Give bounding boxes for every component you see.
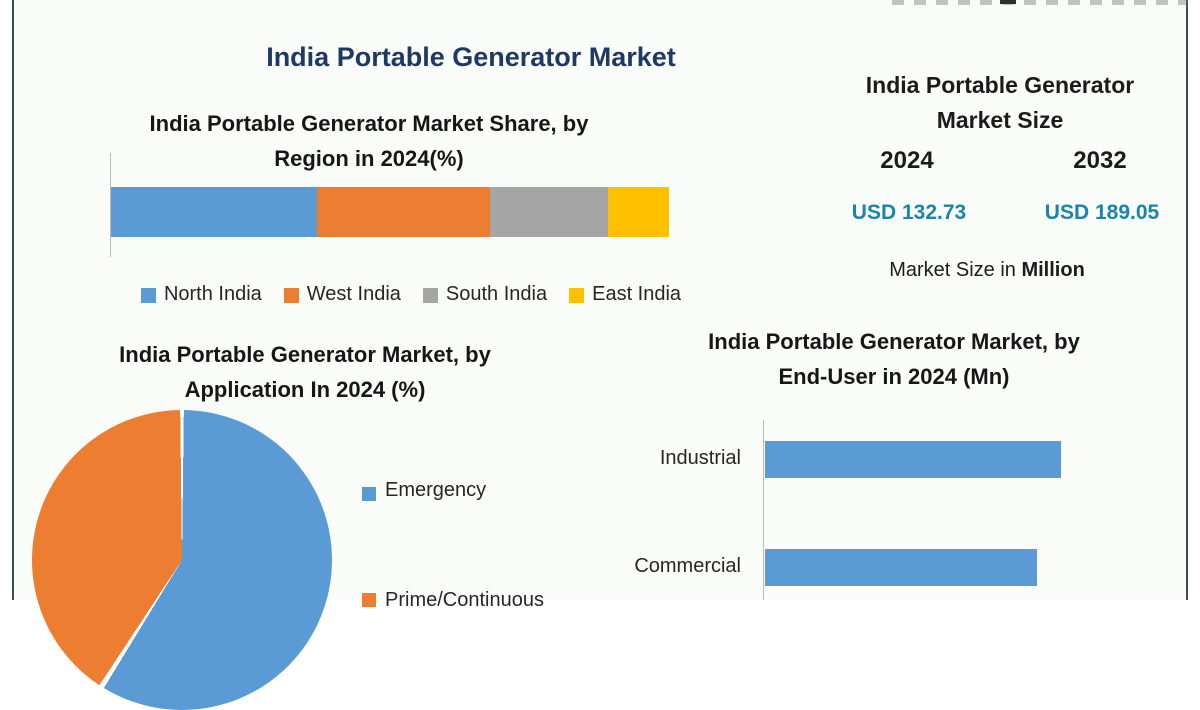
market-size-start-year: 2024: [880, 147, 934, 174]
region-legend: North India West India South India East Ind…: [111, 283, 711, 306]
enduser-label-commercial: Commercial: [634, 555, 741, 577]
pie-legend-marker-emergency: [362, 487, 376, 501]
region-chart-title-line2: Region in 2024(%): [274, 146, 464, 171]
region-bar-segment-east-india: [607, 187, 669, 237]
region-bar-segment-north-india: [111, 187, 318, 237]
market-size-start-value: USD 132.73: [851, 201, 967, 224]
region-chart-title-line1: India Portable Generator Market Share, b…: [149, 111, 589, 136]
market-size-footnote-unit: Million: [1021, 259, 1085, 281]
enduser-bar-industrial: [765, 441, 1061, 478]
region-stacked-bar: [111, 187, 669, 237]
market-size-end-year: 2032: [1073, 147, 1127, 174]
legend-label-south-india: South India: [445, 283, 548, 305]
application-chart-title-line1: India Portable Generator Market, by: [119, 342, 491, 367]
market-size-title-line1: India Portable Generator: [865, 72, 1135, 98]
legend-marker-south-india: [422, 288, 438, 303]
enduser-chart-axis: [763, 420, 764, 600]
market-size-title: India Portable Generator Market Size: [844, 68, 1156, 138]
page-title: India Portable Generator Market: [266, 42, 676, 72]
cropped-text-remnant-dash: [1000, 0, 1016, 4]
pie-legend-label-emergency: Emergency: [385, 479, 487, 501]
market-size-end-value: USD 189.05: [1044, 201, 1160, 224]
flyer-panel: India Portable Generator Market India Po…: [12, 0, 1188, 710]
market-size-title-line2: Market Size: [936, 107, 1064, 133]
legend-marker-north-india: [140, 288, 156, 303]
enduser-chart-title: India Portable Generator Market, by End-…: [654, 324, 1134, 394]
application-chart-title: India Portable Generator Market, by Appl…: [54, 337, 556, 407]
legend-marker-east-india: [569, 288, 585, 303]
legend-label-west-india: West India: [306, 283, 401, 305]
enduser-chart-title-line2: End-User in 2024 (Mn): [778, 364, 1010, 389]
legend-item-south-india: South India: [422, 283, 548, 306]
legend-label-north-india: North India: [163, 283, 262, 305]
region-chart-axis: [110, 153, 111, 257]
region-bar-segment-west-india: [317, 187, 491, 237]
legend-item-east-india: East India: [569, 283, 681, 306]
pie-legend-label-second-cutoff: Prime/Continuous: [385, 589, 544, 611]
region-bar-segment-south-india: [490, 187, 608, 237]
legend-item-west-india: West India: [283, 283, 401, 306]
application-chart-title-line2: Application In 2024 (%): [184, 377, 426, 402]
market-size-footnote-prefix: Market Size in: [889, 259, 1016, 281]
region-chart-title: India Portable Generator Market Share, b…: [109, 106, 629, 176]
enduser-label-industrial: Industrial: [659, 447, 741, 469]
legend-item-north-india: North India: [140, 283, 262, 306]
market-size-footnote: Market Size in Million: [832, 259, 1142, 282]
enduser-chart-title-line1: India Portable Generator Market, by: [708, 329, 1080, 354]
legend-marker-west-india: [283, 288, 299, 303]
cropped-text-remnant: [892, 0, 1188, 5]
application-pie: [32, 410, 332, 710]
enduser-bar-commercial: [765, 549, 1038, 586]
legend-label-east-india: East India: [592, 283, 682, 305]
pie-legend-marker-second-cutoff: [362, 593, 376, 607]
